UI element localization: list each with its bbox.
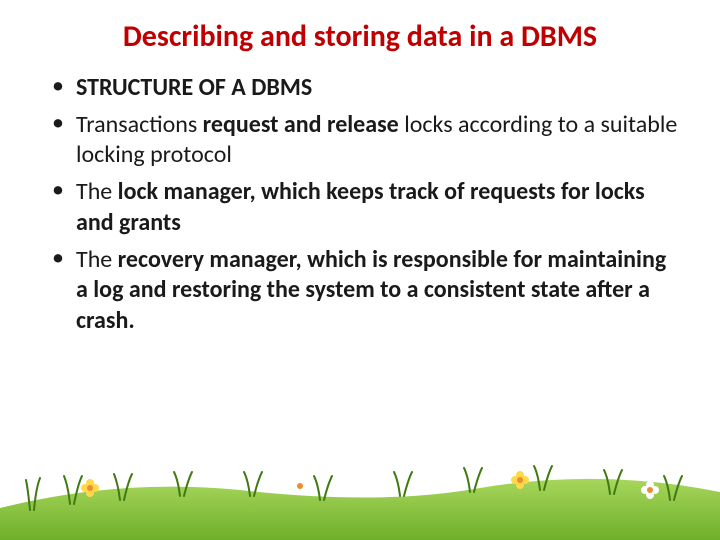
bullet-item: Transactions request and release locks a… xyxy=(48,110,680,171)
grass-blades xyxy=(26,466,682,510)
text-run: recovery manager, which is responsible f… xyxy=(76,245,666,335)
text-run: The xyxy=(76,177,118,206)
slide-title: Describing and storing data in a DBMS xyxy=(40,18,680,55)
text-run: Transactions xyxy=(76,110,203,139)
text-run: request and release xyxy=(203,110,405,139)
bullet-list: STRUCTURE OF A DBMS Transactions request … xyxy=(40,73,680,337)
grass-decoration xyxy=(0,430,720,540)
flowers xyxy=(81,471,659,499)
slide: Describing and storing data in a DBMS ST… xyxy=(0,0,720,540)
text-run: The xyxy=(76,245,118,274)
text-run: STRUCTURE OF A DBMS xyxy=(76,73,312,102)
bullet-item: STRUCTURE OF A DBMS xyxy=(48,73,680,104)
bullet-item: The lock manager, which keeps track of r… xyxy=(48,177,680,238)
text-run: lock manager, which keeps track of reque… xyxy=(76,177,645,237)
bullet-item: The recovery manager, which is responsib… xyxy=(48,245,680,337)
grass-mound xyxy=(0,479,720,540)
